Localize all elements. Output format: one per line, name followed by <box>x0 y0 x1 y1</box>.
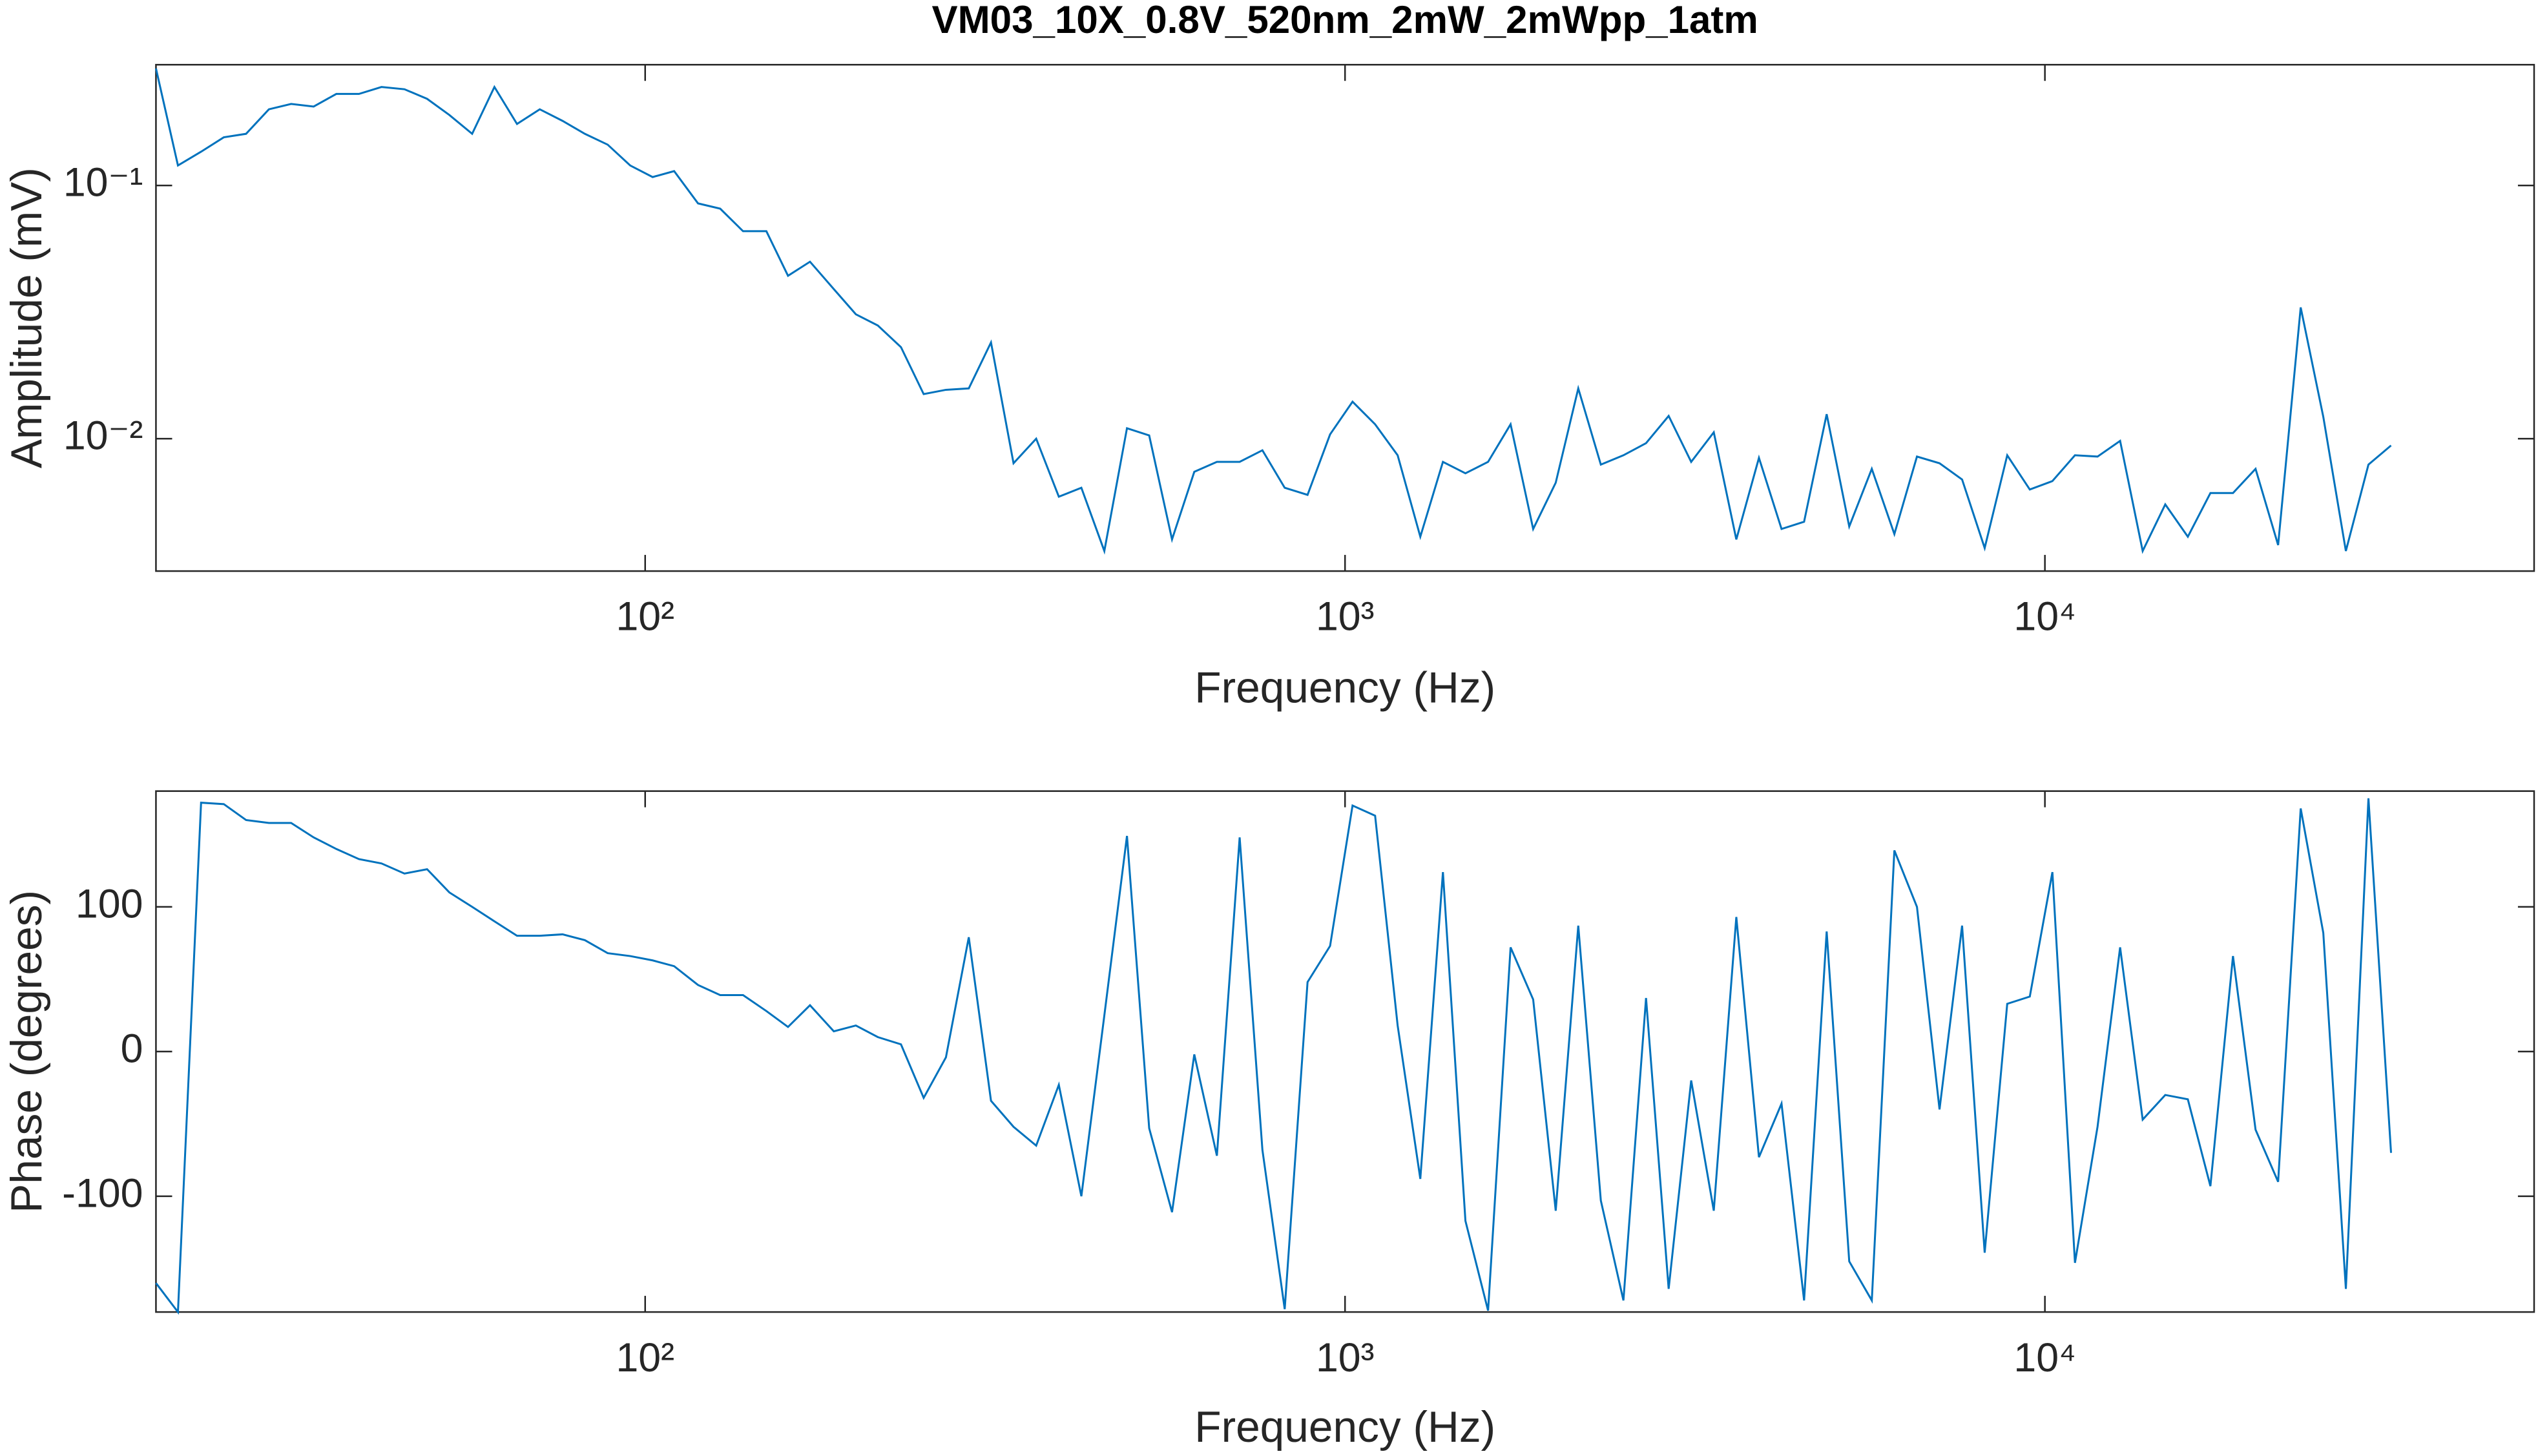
x-tick-label: 10⁴ <box>2013 1335 2076 1380</box>
data-line <box>154 68 2392 555</box>
x-axis-label: Frequency (Hz) <box>1194 1403 1495 1451</box>
axes-box <box>155 790 2535 1313</box>
x-tick-label: 10² <box>616 1335 674 1380</box>
chart-title: VM03_10X_0.8V_520nm_2mW_2mWpp_1atm <box>932 0 1758 41</box>
y-tick-label: 100 <box>76 881 143 926</box>
axes-box <box>155 63 2535 572</box>
y-axis-label: Phase (degrees) <box>3 890 51 1213</box>
y-tick-label: 10⁻² <box>63 413 143 459</box>
x-tick-label: 10⁴ <box>2013 594 2076 640</box>
y-tick-label: -100 <box>62 1170 143 1216</box>
y-tick-label: 10⁻¹ <box>63 160 143 205</box>
x-tick-label: 10³ <box>1316 1335 1374 1380</box>
x-axis-label: Frequency (Hz) <box>1194 663 1495 712</box>
data-line <box>155 798 2393 1315</box>
x-tick-label: 10³ <box>1316 594 1374 640</box>
x-tick-label: 10² <box>616 594 674 640</box>
y-axis-label: Amplitude (mV) <box>3 167 51 468</box>
y-tick-label: 0 <box>121 1026 143 1071</box>
